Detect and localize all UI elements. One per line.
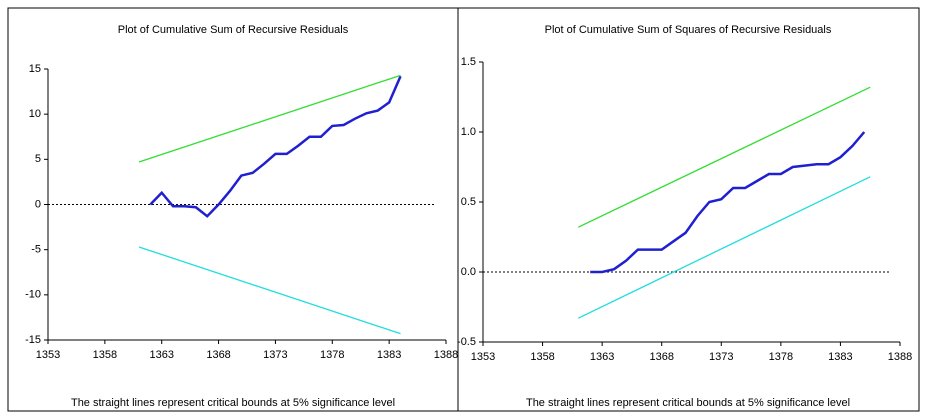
x-tick-label: 1373 <box>263 349 287 361</box>
footnote: The straight lines represent critical bo… <box>71 397 395 409</box>
x-tick-label: 1388 <box>434 349 458 361</box>
chart-title: Plot of Cumulative Sum of Recursive Resi… <box>118 24 349 36</box>
x-tick-label: 1358 <box>93 349 117 361</box>
y-tick-label: 15 <box>29 63 41 75</box>
x-tick-label: 1388 <box>888 351 912 363</box>
y-tick-label: -0.5 <box>457 336 476 348</box>
series-line <box>590 131 866 274</box>
x-tick-label: 1368 <box>649 351 673 363</box>
x-tick-label: 1358 <box>530 351 554 363</box>
x-tick-label: 1383 <box>828 351 852 363</box>
y-tick-label: 0.5 <box>461 196 476 208</box>
x-tick-label: 1373 <box>709 351 733 363</box>
y-tick-label: -15 <box>25 334 41 346</box>
footnote: The straight lines represent critical bo… <box>526 397 850 409</box>
series-line <box>578 176 871 319</box>
x-tick-label: 1378 <box>320 349 344 361</box>
series-line <box>138 74 401 163</box>
x-tick-label: 1353 <box>471 351 495 363</box>
y-tick-label: -10 <box>25 289 41 301</box>
y-tick-label: 0 <box>35 198 41 210</box>
y-tick-label: 1.0 <box>461 126 476 138</box>
series-line <box>578 86 871 228</box>
x-tick-label: 1363 <box>590 351 614 363</box>
y-tick-label: 5 <box>35 153 41 165</box>
x-tick-label: 1363 <box>149 349 173 361</box>
chart-title: Plot of Cumulative Sum of Squares of Rec… <box>545 24 832 36</box>
series-line <box>149 75 402 218</box>
frame <box>7 7 920 412</box>
series-line <box>138 246 401 335</box>
y-tick-label: -5 <box>31 244 41 256</box>
x-tick-label: 1368 <box>206 349 230 361</box>
y-tick-label: 10 <box>29 108 41 120</box>
x-tick-label: 1353 <box>36 349 60 361</box>
x-tick-label: 1383 <box>377 349 401 361</box>
x-tick-label: 1378 <box>769 351 793 363</box>
y-tick-label: 1.5 <box>461 56 476 68</box>
y-tick-label: 0.0 <box>461 266 476 278</box>
